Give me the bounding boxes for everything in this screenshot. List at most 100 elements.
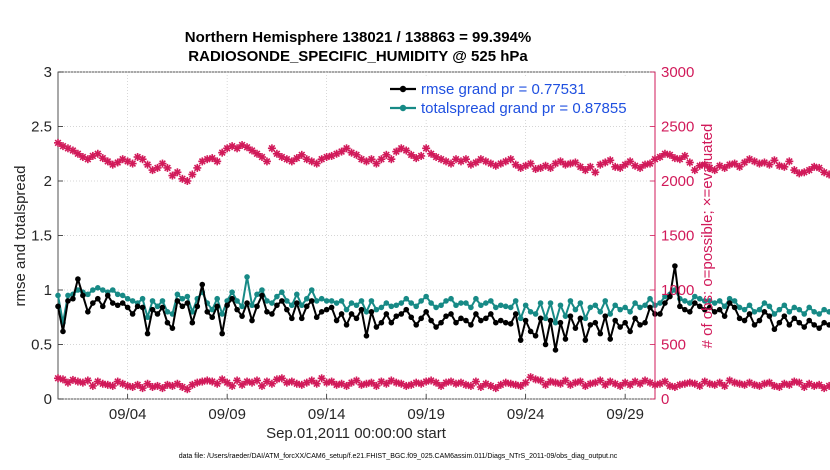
rmse-point xyxy=(378,319,385,326)
obs-evaluated-point xyxy=(685,378,694,387)
rmse-point xyxy=(75,276,81,282)
rmse-point xyxy=(776,319,783,326)
totalspread-point xyxy=(597,309,604,315)
obs-evaluated-point xyxy=(725,376,734,385)
obs-possible-point xyxy=(387,155,396,164)
totalspread-point xyxy=(254,291,260,298)
totalspread-point xyxy=(582,315,589,322)
obs-possible-point xyxy=(581,166,590,175)
obs-evaluated-point xyxy=(233,376,242,385)
totalspread-point xyxy=(607,311,614,317)
totalspread-point xyxy=(577,300,584,306)
y-tick-label: 1.5 xyxy=(31,228,52,245)
rmse-point xyxy=(358,306,365,313)
rmse-point xyxy=(219,330,225,337)
totalspread-point xyxy=(701,298,708,304)
obs-possible-point xyxy=(646,159,655,168)
rmse-point xyxy=(55,303,61,310)
obs-possible-point xyxy=(173,168,182,177)
totalspread-point xyxy=(776,306,783,313)
rmse-point xyxy=(617,324,623,330)
rmse-point xyxy=(582,337,589,343)
obs-evaluated-series xyxy=(54,373,830,394)
totalspread-point xyxy=(363,309,370,315)
rmse-point xyxy=(612,317,618,324)
rmse-point xyxy=(338,311,345,317)
obs-possible-point xyxy=(417,151,426,160)
obs-evaluated-point xyxy=(491,384,500,393)
rmse-point xyxy=(388,319,395,326)
obs-possible-point xyxy=(531,165,540,174)
totalspread-point xyxy=(313,298,320,304)
rmse-point xyxy=(577,315,584,322)
rmse-point xyxy=(622,319,628,326)
y-axis-left: 0 0.5 1 1.5 2 2.5 3 xyxy=(31,64,63,408)
legend-spread: totalspread grand pr = 0.87855 xyxy=(421,100,627,117)
rmse-point xyxy=(801,324,808,330)
totalspread-point xyxy=(274,293,280,300)
totalspread-point xyxy=(234,298,240,304)
obs-possible-point xyxy=(770,156,779,165)
rmse-point xyxy=(433,324,439,330)
totalspread-point xyxy=(587,304,594,311)
rmse-point xyxy=(756,317,763,324)
rmse-point xyxy=(463,317,469,324)
rmse-point xyxy=(294,300,300,306)
rmse-point xyxy=(597,330,604,337)
totalspread-point xyxy=(124,295,131,302)
rmse-point xyxy=(701,306,708,313)
totalspread-point xyxy=(368,298,375,304)
totalspread-point xyxy=(771,311,778,317)
totalspread-point xyxy=(682,298,688,304)
totalspread-point xyxy=(398,300,405,306)
rmse-point xyxy=(229,295,235,302)
totalspread-point xyxy=(99,287,106,293)
rmse-point xyxy=(60,328,66,335)
totalspread-point xyxy=(358,298,365,304)
obs-possible-point xyxy=(586,162,595,171)
rmse-point xyxy=(468,322,474,328)
y-right-tick-label: 3000 xyxy=(661,64,694,81)
totalspread-point xyxy=(85,291,91,298)
obs-possible-point xyxy=(461,155,470,164)
obs-evaluated-point xyxy=(412,378,421,387)
rmse-point xyxy=(682,306,688,313)
rmse-point xyxy=(343,322,350,328)
rmse-point xyxy=(124,304,131,311)
x-axis: 09/04 09/09 09/14 09/19 09/24 09/29 xyxy=(109,394,644,423)
grid xyxy=(58,71,655,400)
obs-possible-point xyxy=(785,157,794,166)
y-tick-label: 0.5 xyxy=(31,337,52,354)
obs-evaluated-point xyxy=(531,375,540,384)
totalspread-point xyxy=(55,292,61,299)
totalspread-point xyxy=(696,295,703,302)
totalspread-point xyxy=(796,306,803,313)
y-right-tick-label: 1000 xyxy=(661,282,694,299)
obs-evaluated-point xyxy=(471,377,480,386)
totalspread-point xyxy=(811,309,817,315)
chart-title: Northern Hemisphere 138021 / 138863 = 99… xyxy=(185,29,531,46)
obs-evaluated-point xyxy=(616,381,625,390)
obs-evaluated-point xyxy=(377,377,386,386)
obs-possible-point xyxy=(138,155,147,164)
totalspread-point xyxy=(383,300,390,306)
totalspread-point xyxy=(468,304,474,311)
totalspread-point xyxy=(692,293,698,300)
obs-possible-point xyxy=(54,138,62,147)
totalspread-point xyxy=(726,295,733,302)
rmse-point xyxy=(557,319,564,326)
y-right-tick-label: 500 xyxy=(661,337,686,354)
y-axis-label: rmse and totalspread xyxy=(12,166,29,307)
rmse-point xyxy=(662,300,668,306)
rmse-point xyxy=(144,330,151,337)
obs-possible-point xyxy=(342,144,351,153)
y-right-tick-label: 1500 xyxy=(661,228,694,245)
rmse-point xyxy=(637,322,643,328)
totalspread-point xyxy=(323,298,330,304)
obs-evaluated-point xyxy=(521,378,530,387)
x-axis-label: Sep.01,2011 00:00:00 start xyxy=(266,425,447,442)
totalspread-point xyxy=(174,291,181,298)
totalspread-point xyxy=(139,295,146,302)
totalspread-point xyxy=(522,302,529,309)
rmse-point xyxy=(418,315,424,322)
